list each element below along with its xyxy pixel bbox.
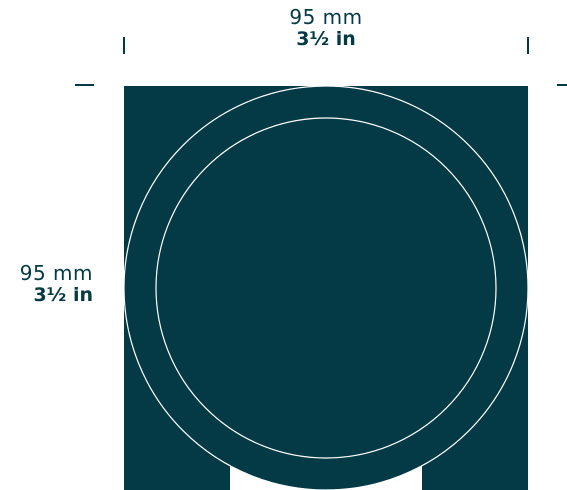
height-imperial-text: 3½ in [33,284,93,306]
width-metric-text: 95 mm [289,5,363,29]
height-metric-text: 95 mm [19,261,93,285]
height-dimension-label: 95 mm 3½ in [0,262,93,307]
inner-ring [155,117,497,459]
width-dimension-label: 95 mm 3½ in [226,6,426,51]
width-imperial-text: 3½ in [296,28,356,50]
outer-disc [123,85,529,490]
